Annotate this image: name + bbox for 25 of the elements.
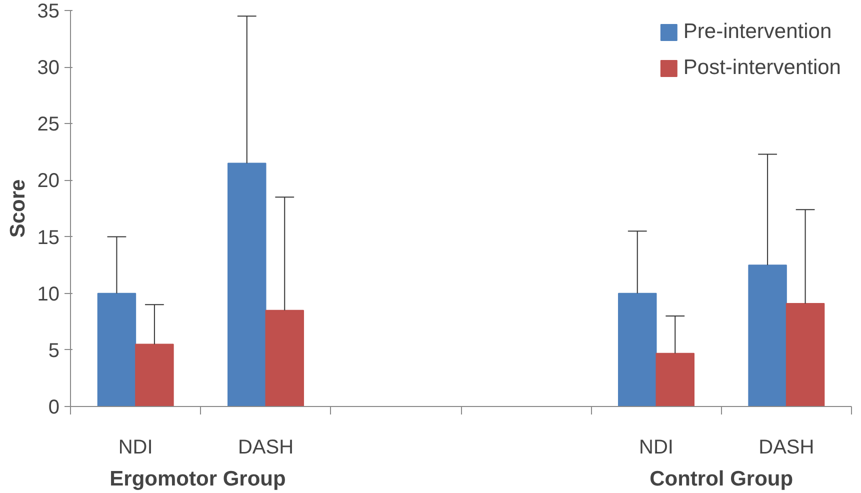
y-tick-label: 5 — [48, 340, 60, 362]
bar — [656, 352, 694, 406]
x-tick-label: DASH — [758, 436, 814, 458]
legend-label: Post-intervention — [683, 56, 841, 80]
y-tick-label: 15 — [37, 226, 60, 249]
x-tick-label: NDI — [118, 436, 153, 458]
bar — [135, 344, 174, 406]
x-tick-label: DASH — [238, 436, 294, 458]
bar — [97, 292, 136, 406]
bar — [786, 303, 825, 406]
bar — [228, 162, 266, 406]
y-tick-label: 25 — [37, 114, 60, 136]
text: Ergomotor Group — [110, 468, 286, 490]
y-tick-label: 35 — [37, 0, 60, 22]
y-tick-label: 30 — [37, 57, 60, 80]
y-tick-label: 10 — [37, 283, 60, 306]
bar — [748, 264, 787, 406]
y-tick-label: 0 — [48, 396, 60, 418]
bar — [265, 310, 304, 406]
y-axis-title: Score — [6, 179, 30, 238]
text: Control Group — [650, 468, 794, 490]
y-tick-label: 20 — [37, 170, 60, 192]
bar — [618, 292, 657, 406]
x-tick-label: NDI — [639, 436, 674, 458]
legend-label: Pre-intervention — [683, 20, 832, 44]
